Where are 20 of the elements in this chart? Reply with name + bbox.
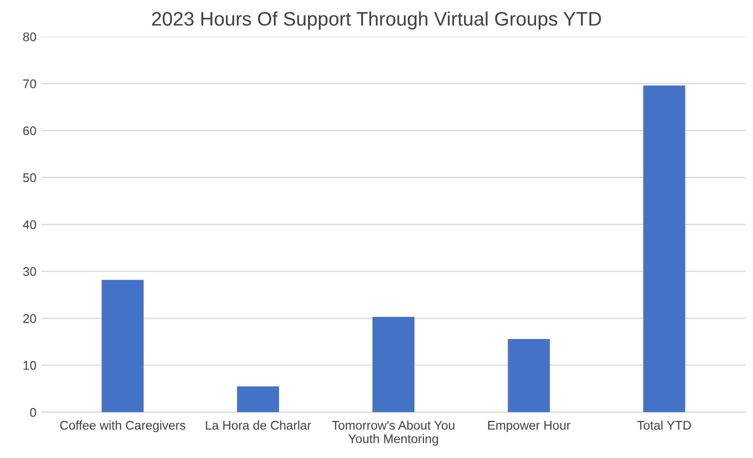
x-tick-label: Tomorrow's About You Youth Mentoring <box>332 420 454 446</box>
bar <box>508 338 550 412</box>
chart-title: 2023 Hours Of Support Through Virtual Groups YTD <box>152 11 601 30</box>
x-tick-label: Total YTD <box>637 420 691 430</box>
x-tick-label: Coffee with Caregivers <box>60 420 186 432</box>
y-tick-label: 80 <box>23 32 36 42</box>
y-tick-label: 0 <box>30 408 36 417</box>
y-tick-label: 50 <box>23 173 36 182</box>
y-tick-label: 70 <box>23 79 36 88</box>
x-tick-label: Empower Hour <box>488 420 570 432</box>
bar <box>643 85 686 412</box>
y-tick-label: 60 <box>23 126 36 136</box>
bar <box>102 280 144 412</box>
x-tick-label: La Hora de Charlar <box>206 420 311 430</box>
y-tick-label: 40 <box>22 220 36 230</box>
bar <box>372 316 414 412</box>
y-tick-label: 30 <box>23 267 36 276</box>
y-tick-label: 10 <box>24 361 36 370</box>
bar <box>237 386 280 412</box>
y-tick-label: 20 <box>23 314 36 323</box>
